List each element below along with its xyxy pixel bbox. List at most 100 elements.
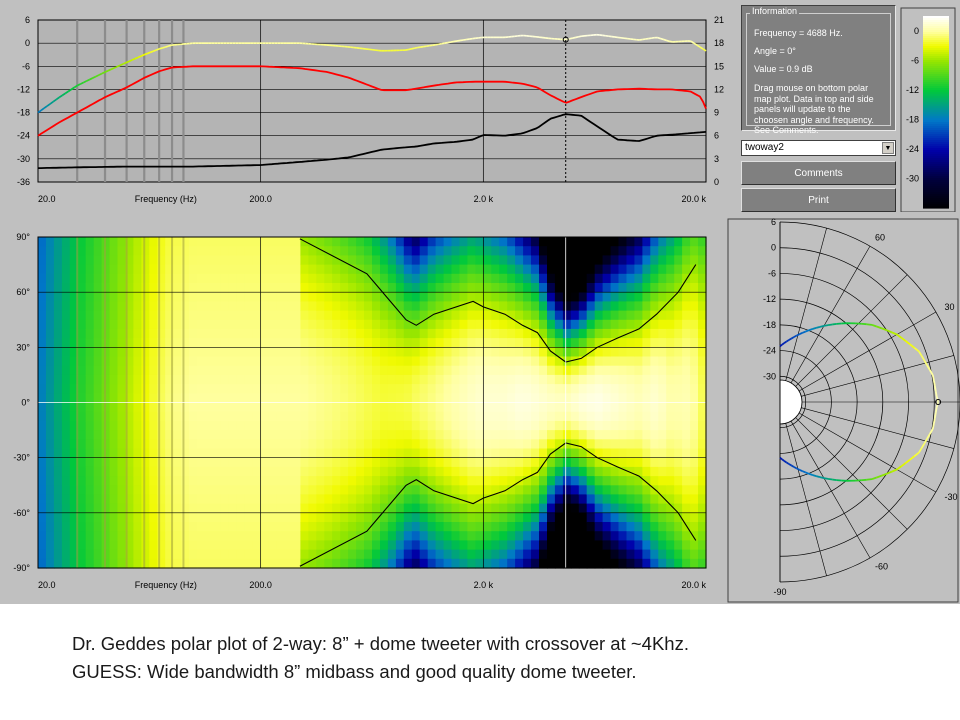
heatmap-cell [562,283,572,293]
heatmap-cell [419,283,429,293]
heatmap-cell [181,393,190,404]
heatmap-cell [348,255,357,266]
heatmap-cell [531,301,540,312]
heatmap-cell [165,531,174,541]
heatmap-cell [642,476,651,486]
heatmap-cell [46,402,55,413]
heatmap-cell [316,420,325,431]
heatmap-cell [244,411,254,422]
heatmap-cell [666,485,675,496]
heatmap-cell [578,273,588,284]
heatmap-cell [634,328,643,339]
heatmap-cell [554,448,564,459]
heatmap-cell [515,328,524,339]
heatmap-cell [507,319,516,330]
polar-curve-segment [931,374,935,381]
heatmap-cell [324,503,333,514]
map-frame [37,236,707,569]
dataset-select[interactable]: twoway2 ▼ [741,140,896,156]
heatmap-cell [69,558,79,569]
heatmap-cell [674,430,683,440]
polar-plot-chart[interactable]: 60-6-12-18-24-309060300-30-60-90 [726,217,960,604]
heatmap-cell [252,338,262,348]
print-button[interactable]: Print [741,188,896,212]
heatmap-cell [117,485,127,496]
heatmap-cell [554,402,564,413]
heatmap-cell [483,347,492,358]
heatmap-cell [459,319,469,330]
heatmap-cell [515,420,524,431]
heatmap-cell [356,457,365,468]
heatmap-cell [276,476,286,486]
heatmap-cell [316,310,325,321]
heatmap-cell [149,540,158,551]
heatmap-cell [403,531,413,541]
heatmap-cell [308,439,317,450]
heatmap-cell [507,374,516,385]
heatmap-cell [189,264,198,275]
heatmap-cell [252,283,262,293]
heatmap-cell [594,356,604,367]
color-scale-band [923,52,949,55]
heatmap-cell [547,374,556,385]
heatmap-cell [411,420,421,431]
heatmap-cell [133,522,142,532]
heatmap-cell [244,273,254,284]
heatmap-cell [483,319,492,330]
heatmap-cell [220,540,230,551]
heatmap-cell [507,328,516,339]
heatmap-cell [578,485,588,496]
heatmap-cell [268,301,278,312]
heatmap-cell [666,246,675,256]
heatmap-cell [459,347,469,358]
heatmap-cell [125,237,135,247]
heatmap-cell [578,466,588,477]
heatmap-cell [682,374,691,385]
color-scale-band [923,32,949,35]
heatmap-cell [459,264,469,275]
polar-curve-segment [913,451,920,457]
heatmap-cell [53,393,63,404]
heatmap-cell [260,420,270,431]
heatmap-cell [411,347,421,358]
heatmap-cell [467,457,476,468]
heatmap-cell [380,292,389,302]
heatmap-cell [435,531,445,541]
chevron-down-icon[interactable]: ▼ [882,142,894,154]
heatmap-cell [308,503,317,514]
heatmap-cell [491,540,500,551]
heatmap-cell [618,338,628,348]
heatmap-cell [284,522,294,532]
heatmap-cell [117,246,127,256]
on-axis-curve-segment [40,107,45,112]
heatmap-cell [276,522,286,532]
heatmap-cell [300,365,309,376]
heatmap-cell [594,430,604,440]
heatmap-cell [244,319,254,330]
heatmap-cell [165,264,174,275]
heatmap-cell [205,430,214,440]
polar-map-chart[interactable]: 90°60°30°0°-30°-60°-90°20.0 200.0 2.0 k 20.… [0,217,724,604]
polar-curve-segment [793,334,797,338]
heatmap-cell [491,466,500,477]
heatmap-cell [387,264,397,275]
heatmap-cell [562,420,572,431]
heatmap-cell [427,338,437,348]
heatmap-cell [698,485,707,496]
heatmap-cell [133,384,142,394]
heatmap-cell [515,430,524,440]
heatmap-cell [682,393,691,404]
heatmap-cell [387,273,397,284]
heatmap-cell [443,549,453,560]
heatmap-cell [61,466,71,477]
heatmap-cell [252,466,262,477]
heatmap-cell [316,522,325,532]
heatmap-cell [324,264,333,275]
heatmap-cell [467,549,476,560]
heatmap-cell [610,503,620,514]
color-scale-band [923,178,949,181]
heatmap-cell [213,374,222,385]
comments-button[interactable]: Comments [741,161,896,185]
heatmap-cell [618,292,628,302]
